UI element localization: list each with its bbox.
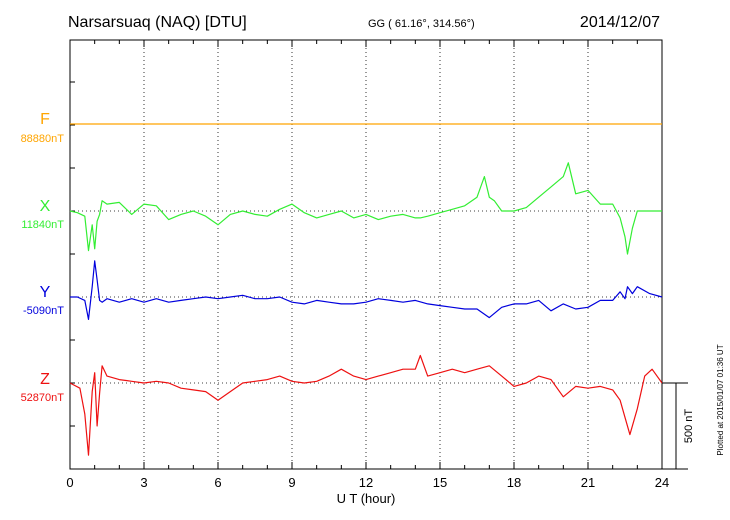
- grid-layer: [70, 40, 662, 469]
- series-label-Y: Y: [40, 284, 51, 301]
- baseline-label-Z: 52870nT: [21, 392, 65, 404]
- series-layer: [70, 124, 662, 455]
- baseline-label-X: 11840nT: [21, 219, 64, 231]
- x-tick-label-18: 18: [507, 475, 521, 490]
- series-line-Y: [70, 261, 662, 320]
- date-label: 2014/12/07: [580, 14, 660, 31]
- x-tick-label-15: 15: [433, 475, 447, 490]
- station-title: Narsarsuaq (NAQ) [DTU]: [68, 14, 247, 31]
- series-label-X: X: [40, 198, 51, 215]
- baseline-label-Y: -5090nT: [23, 305, 64, 317]
- series-label-Z: Z: [40, 371, 50, 388]
- x-tick-label-3: 3: [140, 475, 147, 490]
- coords-label: GG ( 61.16°, 314.56°): [368, 18, 475, 30]
- series-label-F: F: [40, 111, 50, 128]
- plotted-at-note: Plotted at 2015/01/07 01:36 UT: [716, 344, 725, 455]
- x-tick-label-0: 0: [66, 475, 73, 490]
- baseline-label-F: 88880nT: [21, 133, 65, 145]
- x-tick-label-9: 9: [288, 475, 295, 490]
- x-tick-label-21: 21: [581, 475, 595, 490]
- x-tick-label-6: 6: [214, 475, 221, 490]
- ticks-layer: 0 3 6 9 12 15 18 21 24: [66, 40, 669, 490]
- x-tick-label-12: 12: [359, 475, 373, 490]
- x-axis-title: U T (hour): [337, 491, 396, 506]
- scale-label: 500 nT: [683, 409, 695, 444]
- x-tick-label-24: 24: [655, 475, 669, 490]
